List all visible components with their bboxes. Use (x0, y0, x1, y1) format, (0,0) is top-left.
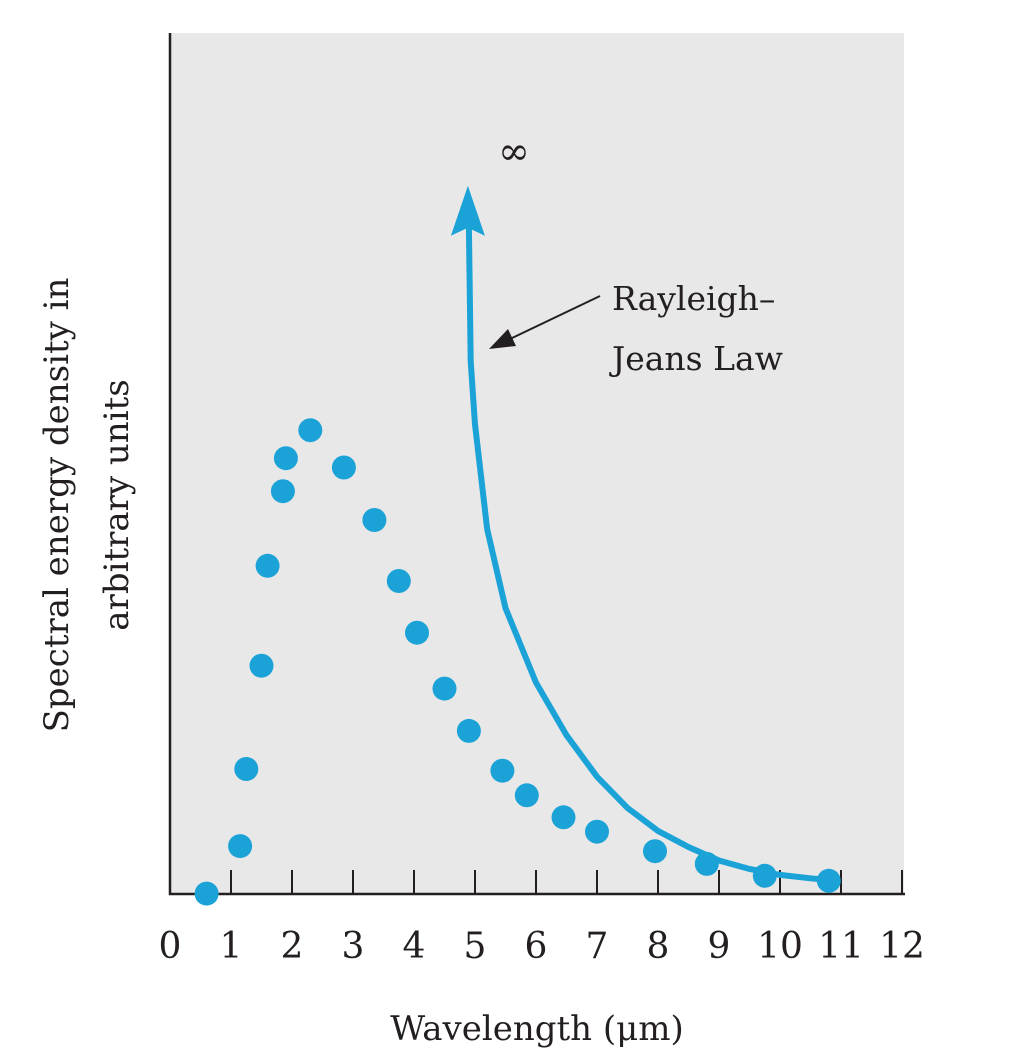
data-point (270, 479, 295, 504)
data-point (694, 851, 719, 876)
x-tick-label: 2 (281, 926, 304, 967)
data-point (514, 783, 539, 808)
x-tick-label: 3 (342, 926, 365, 967)
x-tick-label: 6 (525, 926, 548, 967)
x-tick-label: 0 (159, 926, 182, 967)
data-point (194, 881, 219, 906)
annotation-arrow-line (509, 295, 601, 340)
x-tick-label: 11 (818, 926, 864, 967)
data-point (234, 757, 259, 781)
annotation-line-1: Rayleigh– (612, 279, 775, 318)
data-point (298, 418, 323, 443)
x-tick-label: 5 (464, 926, 487, 967)
data-point (255, 553, 280, 578)
annotation-arrowhead (489, 329, 516, 349)
curve-arrowhead (450, 185, 485, 236)
data-point (643, 839, 667, 864)
x-tick-label: 9 (708, 926, 731, 967)
data-point (386, 569, 411, 593)
data-point (752, 863, 777, 888)
data-point (228, 834, 253, 859)
y-axis-title-line-2: arbitrary units (97, 379, 137, 630)
data-point (585, 819, 609, 844)
data-points (194, 418, 841, 906)
x-tick-label: 4 (403, 926, 426, 967)
x-tick-label: 7 (586, 926, 609, 967)
x-axis-title: Wavelength (μm) (390, 1009, 683, 1049)
data-point (456, 718, 481, 743)
data-point (551, 805, 576, 830)
data-point (249, 653, 274, 678)
data-point (362, 508, 387, 532)
y-axis-title-line-1: Spectral energy density in (37, 278, 77, 733)
infinity-label: ∞ (498, 129, 530, 173)
x-tick-labels: 0 1 2 3 4 5 6 7 8 9 10 11 12 (159, 926, 925, 967)
annotation-line-2: Jeans Law (609, 339, 783, 378)
x-tick-label: 12 (879, 926, 925, 967)
x-ticks (169, 870, 903, 894)
data-point (331, 455, 356, 480)
data-point (273, 446, 298, 471)
x-tick-label: 8 (647, 926, 670, 967)
data-point (432, 676, 457, 701)
x-tick-label: 10 (757, 926, 803, 967)
data-point (816, 868, 841, 893)
data-point (490, 758, 515, 783)
x-tick-label: 1 (220, 926, 243, 967)
data-point (405, 620, 429, 645)
